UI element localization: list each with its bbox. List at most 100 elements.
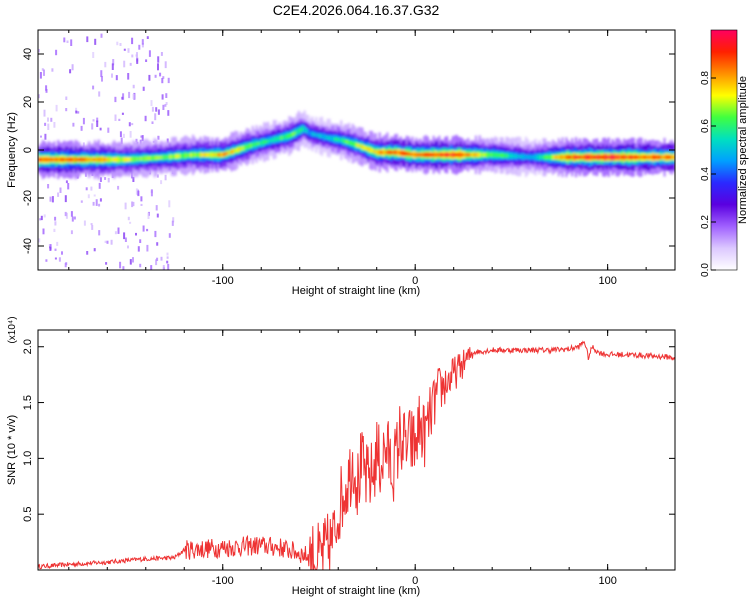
spectrogram-cell	[128, 157, 131, 162]
spectrogram-cell	[370, 148, 374, 153]
spectrogram-noise-cell	[119, 43, 122, 46]
spectrogram-cell	[49, 157, 52, 162]
spectrogram-noise-cell	[64, 195, 67, 203]
spectrogram-cell	[328, 136, 331, 141]
spectrogram-noise-cell	[41, 68, 44, 71]
spectrogram-cell	[496, 153, 499, 157]
snr-ytick-label: 0.5	[22, 507, 34, 522]
spectrogram-noise-cell	[99, 177, 102, 182]
spectrogram-noise-cell	[162, 76, 165, 79]
spectrogram-cell	[507, 154, 510, 158]
spectrogram-cell	[157, 155, 160, 160]
spectrogram-cell	[522, 154, 526, 159]
spectrogram-cell	[201, 152, 204, 157]
spectrogram-cell	[274, 136, 277, 142]
spectrogram-noise-cell	[38, 238, 41, 243]
spectrogram-cell	[413, 152, 416, 157]
spectrogram-noise-cell	[165, 93, 168, 98]
spectrogram-noise-cell	[114, 114, 117, 121]
spectrogram-cell	[66, 157, 70, 162]
spectrogram-cell	[272, 137, 276, 142]
spectrogram-cell	[367, 147, 370, 151]
spectrogram-cell	[288, 133, 291, 138]
spectrogram-cell	[449, 152, 453, 157]
spectrogram-cell	[649, 155, 653, 159]
spectrogram-noise-cell	[77, 111, 80, 114]
spectrogram-cell	[307, 130, 310, 135]
spectrogram-noise-cell	[164, 174, 167, 181]
spectrogram-cell	[661, 155, 664, 160]
spectrogram-cell	[197, 152, 200, 157]
spectrogram-noise-cell	[124, 237, 127, 242]
spectrogram-cell	[509, 154, 512, 158]
spectrogram-cell	[245, 145, 249, 149]
spectrogram-noise-cell	[160, 180, 163, 185]
spectrogram-cell	[259, 141, 262, 145]
spectrogram-cell	[488, 153, 491, 157]
snr-ytick-label: 1.5	[22, 395, 34, 410]
spectrogram-cell	[188, 153, 191, 158]
colorbar-tick-label: 0.8	[700, 71, 711, 85]
spectrogram-noise-cell	[50, 117, 53, 122]
spectrogram-noise-cell	[92, 85, 95, 90]
spectrogram-cell	[257, 141, 260, 146]
spectrogram-noise-cell	[167, 77, 170, 84]
spectrogram-cell	[55, 157, 58, 162]
spectrogram-noise-cell	[139, 263, 142, 268]
spectrogram-cell	[526, 155, 530, 159]
spectrogram-cell	[534, 155, 537, 159]
spectrogram-noise-cell	[69, 69, 72, 74]
spectrogram-noise-cell	[127, 216, 130, 221]
spectrogram-noise-cell	[72, 122, 75, 127]
spectrogram-noise-cell	[73, 216, 76, 220]
spectrogram-cell	[45, 157, 48, 162]
spectrogram-xlabel: Height of straight line (km)	[292, 285, 420, 297]
spectrogram-noise-cell	[98, 203, 101, 207]
spectrogram-cell	[311, 131, 314, 137]
spectrogram-cell	[293, 131, 297, 135]
spectrogram-cell	[567, 155, 570, 160]
spectrogram-cell	[61, 157, 64, 162]
spectrogram-noise-cell	[98, 91, 101, 97]
spectrogram-cell	[576, 155, 580, 159]
spectrogram-cell	[484, 152, 487, 157]
spectrogram-cell	[628, 155, 632, 160]
spectrogram-cell	[598, 154, 601, 160]
spectrogram-noise-cell	[71, 216, 74, 222]
spectrogram-cell	[632, 155, 635, 159]
spectrogram-cell	[517, 154, 520, 158]
spectrogram-cell	[215, 152, 218, 157]
spectrogram-noise-cell	[155, 107, 158, 112]
spectrogram-cell	[440, 152, 443, 158]
spectrogram-noise-cell	[167, 263, 170, 270]
spectrogram-cell	[401, 150, 404, 156]
spectrogram-cell	[286, 134, 289, 139]
spectrogram-noise-cell	[168, 233, 171, 238]
spectrogram-cell	[399, 150, 403, 156]
spectrogram-noise-cell	[121, 96, 124, 100]
spectrogram-cell	[365, 146, 368, 151]
spectrogram-ridge	[38, 110, 675, 180]
spectrogram-noise-cell	[53, 228, 56, 232]
spectrogram-cell	[43, 157, 46, 162]
spectrogram-cell	[653, 155, 657, 160]
spectrogram-cell	[388, 150, 391, 155]
spectrogram-noise-cell	[127, 48, 130, 53]
spectrogram-cell	[515, 154, 518, 158]
spectrogram-cell	[93, 157, 97, 162]
spectrogram-cell	[659, 155, 662, 159]
spectrogram-cell	[70, 157, 73, 162]
spectrogram-cell	[395, 150, 399, 155]
spectrogram-noise-cell	[40, 215, 43, 221]
spectrogram-cell	[138, 157, 141, 161]
snr-ytick-label: 1.0	[22, 451, 34, 466]
spectrogram-noise-cell	[75, 107, 78, 113]
spectrogram-cell	[617, 155, 620, 159]
spectrogram-cell	[596, 155, 599, 160]
spectrogram-noise-cell	[84, 172, 87, 177]
spectrogram-noise-cell	[66, 40, 69, 43]
spectrogram-noise-cell	[49, 246, 52, 251]
spectrogram-noise-cell	[150, 100, 153, 107]
spectrogram-cell	[195, 152, 199, 157]
spectrogram-noise-cell	[156, 213, 159, 218]
